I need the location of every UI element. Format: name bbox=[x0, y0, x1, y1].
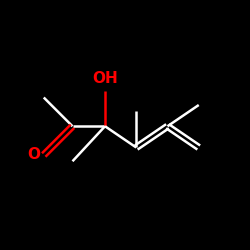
Text: O: O bbox=[28, 148, 41, 162]
Text: OH: OH bbox=[92, 71, 118, 86]
